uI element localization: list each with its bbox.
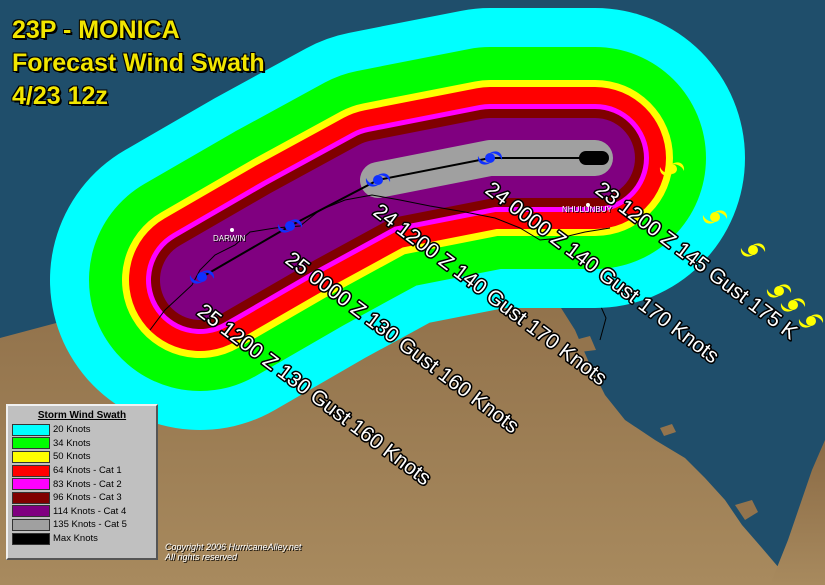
legend-label: 135 Knots - Cat 5 [53,519,127,531]
legend-item: 114 Knots - Cat 4 [12,505,152,519]
legend-swatch [12,478,50,491]
legend-label: 96 Knots - Cat 3 [53,492,122,504]
copyright-line: Copyright 2006 HurricaneAlley.net [165,542,302,552]
legend-swatch [12,491,50,504]
legend-item: 20 Knots [12,423,152,437]
darwin-marker [230,228,234,232]
island [575,336,596,352]
legend-label: Max Knots [53,533,98,545]
legend-label: 50 Knots [53,451,91,463]
legend-item: 64 Knots - Cat 1 [12,464,152,478]
legend-swatch [12,532,50,545]
legend-swatch [12,464,50,477]
legend-swatch [12,505,50,518]
legend-swatch [12,518,50,531]
legend-label: 114 Knots - Cat 4 [53,505,127,517]
nhulunbuy-label: NHULUNBUY [562,205,612,214]
legend-item: Max Knots [12,532,152,546]
storm-name-title: 23P - MONICA [12,16,180,44]
forecast-label-23-1200: 23 1200 Z 145 Gust 175 K [591,178,802,345]
nhulunbuy-marker [586,203,590,207]
legend-label: 20 Knots [53,424,91,436]
legend-item: 83 Knots - Cat 2 [12,477,152,491]
coastline [149,194,611,331]
legend-item: 135 Knots - Cat 5 [12,518,152,532]
island [660,424,676,436]
legend-item: 34 Knots [12,437,152,451]
legend-swatch [12,450,50,463]
legend: Storm Wind Swath 20 Knots 34 Knots 50 Kn… [6,404,158,560]
cape-york [770,440,825,585]
legend-item: 96 Knots - Cat 3 [12,491,152,505]
legend-item: 50 Knots [12,450,152,464]
darwin-label: DARWIN [213,234,246,243]
legend-swatch [12,437,50,450]
legend-label: 64 Knots - Cat 1 [53,465,122,477]
legend-items: 20 Knots 34 Knots 50 Knots 64 Knots - Ca… [12,423,152,545]
island [735,500,758,520]
copyright-notice: Copyright 2006 HurricaneAlley.net All ri… [165,542,301,562]
forecast-label-24-1200: 24 1200 Z 140 Gust 170 Knots [369,200,611,391]
legend-label: 83 Knots - Cat 2 [53,478,122,490]
forecast-time: 4/23 12z [12,82,108,110]
legend-title: Storm Wind Swath [37,410,127,421]
forecast-title: Forecast Wind Swath [12,49,265,77]
forecast-label-24-0000: 24 0000 Z 140 Gust 170 Knots [481,178,723,369]
copyright-line: All rights reserved [165,552,238,562]
legend-swatch [12,423,50,436]
legend-label: 34 Knots [53,437,91,449]
